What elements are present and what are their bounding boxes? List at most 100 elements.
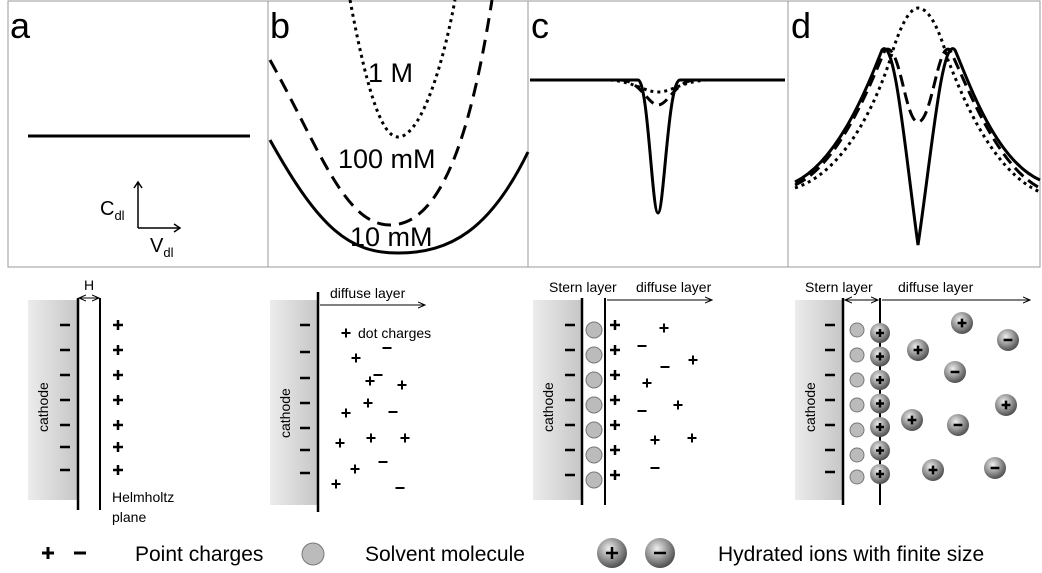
- electrode-label: cathode: [540, 382, 556, 432]
- plus-sign: [113, 370, 123, 380]
- curve: [530, 78, 785, 215]
- curve-label: 100 mM: [338, 144, 436, 174]
- y-label: C: [100, 198, 114, 220]
- curve-label: 10 mM: [350, 222, 433, 252]
- curve: [794, 47, 1041, 246]
- plus-sign: [876, 376, 884, 384]
- plus-sign: [1001, 400, 1011, 410]
- curve: [268, 139, 530, 255]
- plus-sign: [335, 438, 345, 448]
- plus-sign: [341, 408, 351, 418]
- solvent-molecule: [585, 371, 603, 389]
- stern-label: Stern layer: [805, 279, 873, 295]
- curve: [794, 47, 1041, 190]
- curve: [609, 78, 707, 94]
- frame: [7, 0, 1041, 268]
- plus-sign: [659, 323, 669, 333]
- solvent-molecule: [849, 397, 865, 413]
- stern-label: Stern layer: [549, 279, 617, 295]
- plus-sign: [113, 420, 123, 430]
- plus-sign: [876, 329, 884, 337]
- panel-label: c: [531, 5, 549, 46]
- curve: [268, 0, 494, 227]
- electrode-label: cathode: [277, 388, 293, 438]
- plus-sign: [366, 433, 376, 443]
- layer-label: diffuse layer: [636, 279, 712, 295]
- plus-sign: [113, 345, 123, 355]
- panel-label: b: [270, 5, 290, 46]
- plus-sign: [610, 345, 620, 355]
- electrode-label: cathode: [802, 382, 818, 432]
- solvent-molecule: [849, 422, 865, 438]
- x-label: V: [150, 235, 164, 257]
- x-sub: dl: [163, 245, 173, 260]
- plus-sign: [876, 423, 884, 431]
- plus-sign: [688, 355, 698, 365]
- plus-sign: [876, 446, 884, 455]
- plus-sign: [642, 378, 652, 388]
- solvent-molecule: [849, 322, 865, 338]
- plus-sign: [876, 352, 884, 361]
- plus-sign: [350, 464, 360, 474]
- solvent-molecule: [585, 346, 603, 364]
- plus-sign: [913, 345, 923, 355]
- plus-sign: [365, 376, 375, 386]
- plane-label: Helmholtz: [112, 489, 174, 505]
- solvent-molecule: [585, 396, 603, 414]
- solvent-molecule: [585, 446, 603, 464]
- plus-sign: [610, 470, 620, 480]
- plus-sign: [606, 547, 618, 559]
- plus-sign: [876, 399, 884, 408]
- note: dot charges: [358, 325, 431, 341]
- layer-label: diffuse layer: [898, 279, 974, 295]
- axes-icon: [133, 180, 182, 233]
- plus-sign: [113, 442, 123, 452]
- legend-label: Hydrated ions with finite size: [718, 543, 984, 566]
- plane-label: plane: [112, 509, 146, 525]
- plus-sign: [610, 395, 620, 405]
- plus-sign: [363, 398, 373, 408]
- plus-sign: [673, 400, 683, 410]
- legend-label: Point charges: [135, 543, 263, 566]
- solvent-molecule: [301, 542, 325, 566]
- plus-sign: [687, 433, 697, 443]
- electrode-label: cathode: [35, 382, 51, 432]
- solvent-molecule: [585, 471, 603, 489]
- plus-sign: [113, 465, 123, 475]
- plus-sign: [113, 395, 123, 405]
- plus-sign: [400, 433, 410, 443]
- plus-sign: [341, 328, 351, 338]
- plus-sign: [331, 479, 341, 489]
- axis-label: Cdl: [100, 198, 125, 223]
- curve: [794, 6, 1041, 194]
- y-sub: dl: [114, 208, 124, 223]
- gap-label: H: [84, 277, 94, 293]
- plus-sign: [113, 320, 123, 330]
- plus-sign: [610, 370, 620, 380]
- plus-sign: [907, 415, 917, 425]
- solvent-molecule: [585, 321, 603, 339]
- plus-sign: [42, 547, 54, 559]
- panel-label: d: [791, 5, 811, 46]
- panel-label: a: [10, 5, 31, 46]
- axis-label: Vdl: [150, 235, 174, 260]
- solvent-molecule: [849, 347, 865, 363]
- solvent-molecule: [849, 372, 865, 388]
- legend-label: Solvent molecule: [365, 543, 525, 566]
- curve-label: 1 M: [368, 58, 413, 88]
- legend: Point charges Solvent molecule Hydrated …: [42, 538, 984, 568]
- plus-sign: [610, 320, 620, 330]
- plus-sign: [928, 465, 938, 475]
- plus-sign: [351, 353, 361, 363]
- plus-sign: [876, 470, 884, 478]
- plots: a b c d Cdl Vdl 1 M 100 mM 10 mM: [7, 0, 1041, 268]
- plus-sign: [650, 435, 660, 445]
- plus-sign: [610, 445, 620, 455]
- solvent-molecule: [585, 421, 603, 439]
- layer-label: diffuse layer: [330, 285, 406, 301]
- solvent-molecule: [849, 469, 865, 485]
- solvent-molecule: [849, 447, 865, 463]
- curve: [348, 0, 457, 139]
- plus-sign: [610, 420, 620, 430]
